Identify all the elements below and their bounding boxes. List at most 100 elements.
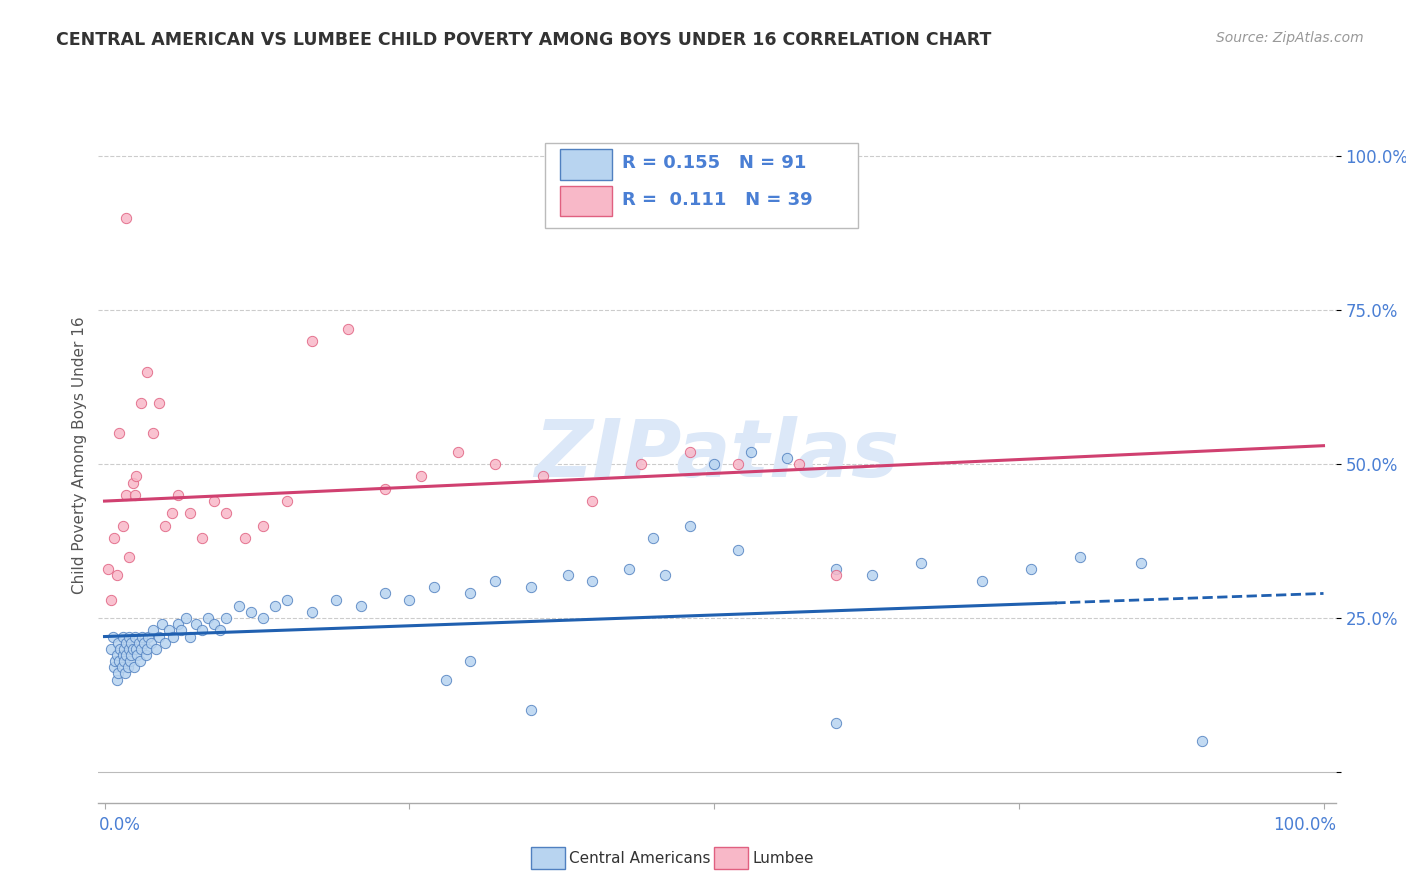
- Point: [654, 568, 676, 582]
- Point: [100, 641, 122, 656]
- Point: [825, 715, 848, 730]
- Point: [97, 562, 120, 576]
- Point: [825, 562, 848, 576]
- Point: [531, 469, 554, 483]
- Point: [121, 641, 143, 656]
- Point: [740, 445, 762, 459]
- Point: [127, 648, 149, 662]
- Point: [118, 641, 141, 656]
- Point: [115, 488, 138, 502]
- Point: [139, 636, 162, 650]
- Point: [202, 617, 225, 632]
- Point: [114, 666, 136, 681]
- Point: [325, 592, 347, 607]
- Point: [162, 630, 184, 644]
- Text: ZIPatlas: ZIPatlas: [534, 416, 900, 494]
- Point: [301, 334, 323, 348]
- Point: [910, 556, 932, 570]
- Point: [1069, 549, 1091, 564]
- Point: [160, 507, 183, 521]
- Point: [108, 654, 131, 668]
- Point: [617, 562, 640, 576]
- Point: [862, 568, 884, 582]
- Point: [1019, 562, 1042, 576]
- Point: [170, 624, 193, 638]
- Point: [374, 482, 396, 496]
- Point: [776, 450, 799, 465]
- Point: [252, 611, 274, 625]
- Point: [197, 611, 219, 625]
- Point: [115, 636, 138, 650]
- Point: [107, 666, 129, 681]
- Point: [128, 654, 150, 668]
- Point: [112, 654, 135, 668]
- Point: [678, 445, 700, 459]
- Point: [105, 568, 128, 582]
- Point: [484, 457, 506, 471]
- Point: [789, 457, 811, 471]
- Point: [135, 648, 157, 662]
- Point: [129, 641, 152, 656]
- Point: [110, 641, 132, 656]
- Point: [215, 507, 238, 521]
- Point: [228, 599, 250, 613]
- Point: [727, 543, 749, 558]
- Y-axis label: Child Poverty Among Boys Under 16: Child Poverty Among Boys Under 16: [72, 316, 87, 594]
- Point: [374, 586, 396, 600]
- FancyBboxPatch shape: [560, 186, 612, 216]
- Point: [128, 636, 150, 650]
- Point: [398, 592, 420, 607]
- Point: [107, 636, 129, 650]
- Point: [520, 703, 543, 717]
- Point: [174, 611, 197, 625]
- Point: [825, 568, 848, 582]
- Point: [252, 518, 274, 533]
- Text: Source: ZipAtlas.com: Source: ZipAtlas.com: [1216, 31, 1364, 45]
- Point: [118, 630, 141, 644]
- Point: [125, 469, 148, 483]
- Point: [276, 494, 298, 508]
- Point: [276, 592, 298, 607]
- Point: [111, 648, 134, 662]
- Point: [121, 475, 143, 490]
- Point: [215, 611, 238, 625]
- Point: [103, 531, 125, 545]
- Point: [108, 426, 131, 441]
- Point: [115, 211, 138, 225]
- Point: [148, 630, 170, 644]
- Point: [209, 624, 232, 638]
- Point: [132, 636, 155, 650]
- Text: CENTRAL AMERICAN VS LUMBEE CHILD POVERTY AMONG BOYS UNDER 16 CORRELATION CHART: CENTRAL AMERICAN VS LUMBEE CHILD POVERTY…: [56, 31, 991, 49]
- Point: [337, 321, 360, 335]
- Point: [103, 660, 125, 674]
- Point: [703, 457, 725, 471]
- Point: [125, 641, 148, 656]
- Point: [484, 574, 506, 589]
- Point: [110, 660, 132, 674]
- Point: [191, 624, 214, 638]
- Point: [120, 636, 142, 650]
- Point: [630, 457, 652, 471]
- Point: [100, 592, 122, 607]
- Point: [458, 654, 481, 668]
- Point: [136, 365, 159, 379]
- Point: [641, 531, 664, 545]
- Point: [118, 549, 141, 564]
- Point: [581, 574, 603, 589]
- Point: [112, 641, 135, 656]
- Point: [120, 654, 142, 668]
- Point: [411, 469, 433, 483]
- Point: [557, 568, 579, 582]
- Text: R =  0.111   N = 39: R = 0.111 N = 39: [621, 191, 813, 209]
- Point: [104, 654, 127, 668]
- Point: [155, 518, 177, 533]
- Point: [520, 580, 543, 594]
- Point: [678, 518, 700, 533]
- Point: [434, 673, 457, 687]
- Point: [101, 630, 124, 644]
- Point: [155, 636, 177, 650]
- Point: [131, 630, 153, 644]
- Point: [166, 617, 188, 632]
- Point: [105, 648, 128, 662]
- Point: [129, 395, 152, 409]
